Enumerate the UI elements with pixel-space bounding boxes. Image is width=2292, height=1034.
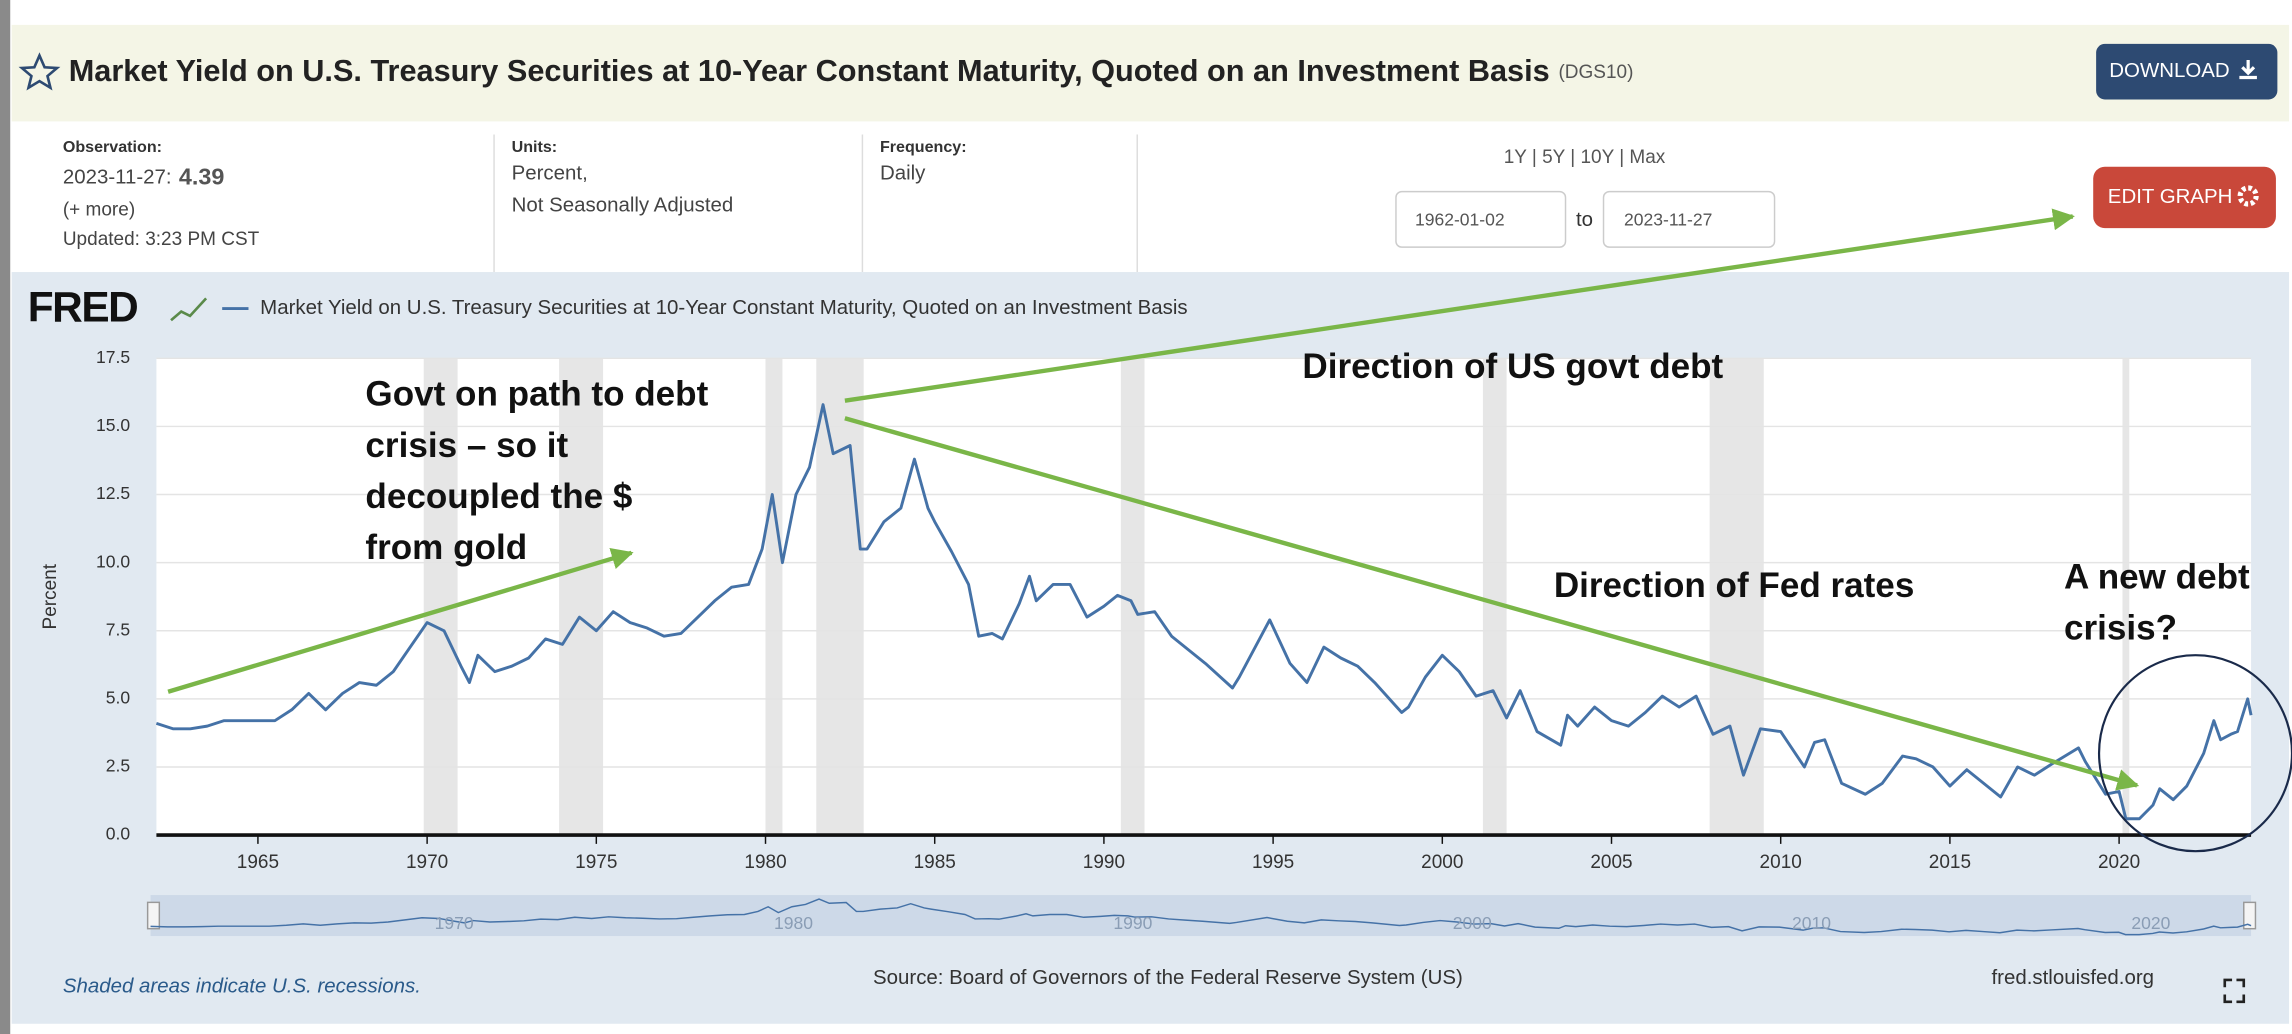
- x-tick-label: 1975: [575, 852, 617, 873]
- range-presets[interactable]: 1Y | 5Y | 10Y | Max: [1504, 147, 1666, 168]
- start-date: 1962-01-02: [1415, 209, 1505, 229]
- x-tick-label: 1990: [1083, 852, 1125, 873]
- arrow: [844, 416, 2140, 791]
- navigator-handle[interactable]: [2243, 901, 2257, 930]
- x-tick-label: 1995: [1252, 852, 1294, 873]
- recession-band: [559, 358, 604, 836]
- left-edge: [0, 0, 11, 1034]
- y-tick-label: 2.5: [106, 756, 131, 776]
- x-tick-label: 1985: [914, 852, 956, 873]
- recession-note: Shaded areas indicate U.S. recessions.: [63, 975, 421, 998]
- annotation: Direction of Fed rates: [1554, 566, 1915, 605]
- arrow: [167, 547, 634, 694]
- observation-value: 4.39: [179, 164, 224, 190]
- end-date-input[interactable]: [1602, 190, 1776, 248]
- recession-band: [816, 358, 864, 836]
- x-tick-label: 2015: [1929, 852, 1971, 873]
- frequency: Daily: [880, 161, 926, 184]
- y-tick-label: 7.5: [106, 619, 131, 639]
- arrow: [844, 208, 2075, 403]
- x-tick-label: 1965: [237, 852, 279, 873]
- fred-logo: FRED: [28, 283, 138, 330]
- units-line: Percent,: [512, 161, 588, 184]
- navigator-line: [150, 898, 2252, 936]
- x-tick-label: 2020: [2098, 852, 2140, 873]
- navigator-label: 2010: [1792, 913, 1831, 933]
- title-bar: [11, 24, 2290, 122]
- recession-band: [1482, 358, 1507, 836]
- plot: 0.0 2.5 5.0 7.5 10.0 12.5 15.0 17.5 Percent 1965 1…: [40, 296, 2253, 873]
- series-title: Market Yield on U.S. Treasury Securities…: [69, 53, 1634, 88]
- annotation: Govt on path to debt: [365, 375, 708, 414]
- navigator-label: 1980: [774, 913, 813, 933]
- updated: Updated: 3:23 PM CST: [63, 229, 260, 250]
- observation: 2023-11-27: 4.39: [63, 164, 225, 190]
- frequency-label: Frequency:: [880, 138, 967, 156]
- x-tick-label: 2005: [1590, 852, 1632, 873]
- annotation: from gold: [365, 528, 527, 567]
- y-tick-label: 17.5: [96, 347, 130, 367]
- navigator-label: 2000: [1453, 913, 1492, 933]
- observation-label: Observation:: [63, 138, 162, 156]
- gear-icon: [2237, 185, 2259, 207]
- start-date-input[interactable]: [1395, 190, 1567, 248]
- y-tick-label: 0.0: [106, 824, 131, 844]
- units-line: Not Seasonally Adjusted: [512, 194, 734, 217]
- download-bg: [2096, 43, 2278, 100]
- edit-graph-label: EDIT GRAPH: [2108, 185, 2233, 208]
- navigator-label: 2020: [2131, 913, 2170, 933]
- units-label: Units:: [512, 138, 558, 156]
- site[interactable]: fred.stlouisfed.org: [1991, 966, 2154, 989]
- range-separator: to: [1576, 208, 1593, 231]
- annotation: crisis?: [2064, 609, 2177, 648]
- more-link[interactable]: (+ more): [63, 200, 135, 221]
- annotation: Direction of US govt debt: [1302, 347, 1723, 386]
- legend-label: Market Yield on U.S. Treasury Securities…: [260, 296, 1187, 319]
- recession-band: [2122, 358, 2130, 836]
- y-axis-label: Percent: [40, 563, 61, 629]
- end-date: 2023-11-27: [1624, 209, 1712, 229]
- highlight-circle: [2097, 654, 2292, 853]
- source: Source: Board of Governors of the Federa…: [873, 966, 1463, 989]
- annotation: decoupled the $: [365, 477, 632, 516]
- download-label: DOWNLOAD: [2109, 59, 2229, 82]
- y-tick-label: 15.0: [96, 415, 130, 435]
- download-icon: [2239, 59, 2257, 80]
- edit-graph-bg: [2093, 166, 2276, 229]
- series-id: (DGS10): [1558, 62, 1633, 83]
- navigator-label: 1970: [435, 913, 474, 933]
- download-button[interactable]: DOWNLOAD: [2096, 43, 2278, 100]
- fullscreen-icon[interactable]: [2223, 978, 2246, 1004]
- annotation: A new debt: [2064, 557, 2250, 596]
- edit-graph-button[interactable]: EDIT GRAPH: [2093, 166, 2276, 229]
- series-line: [155, 403, 2253, 821]
- x-tick-label: 1980: [744, 852, 786, 873]
- recession-band: [423, 358, 458, 836]
- x-tick-label: 2010: [1760, 852, 1802, 873]
- y-tick-label: 10.0: [96, 551, 130, 571]
- title-text: Market Yield on U.S. Treasury Securities…: [69, 53, 1550, 88]
- recession-band: [765, 358, 783, 836]
- x-tick-label: 2000: [1421, 852, 1463, 873]
- y-tick-label: 5.0: [106, 688, 131, 708]
- navigator-label: 1990: [1113, 913, 1152, 933]
- observation-date: 2023-11-27:: [63, 166, 172, 189]
- favorite-star[interactable]: [18, 52, 61, 91]
- navigator-handle[interactable]: [146, 901, 161, 930]
- recession-band: [1120, 358, 1145, 836]
- logo-icon: [170, 297, 208, 322]
- annotation: crisis – so it: [365, 426, 568, 465]
- x-tick-label: 1970: [406, 852, 448, 873]
- y-tick-label: 12.5: [96, 483, 130, 503]
